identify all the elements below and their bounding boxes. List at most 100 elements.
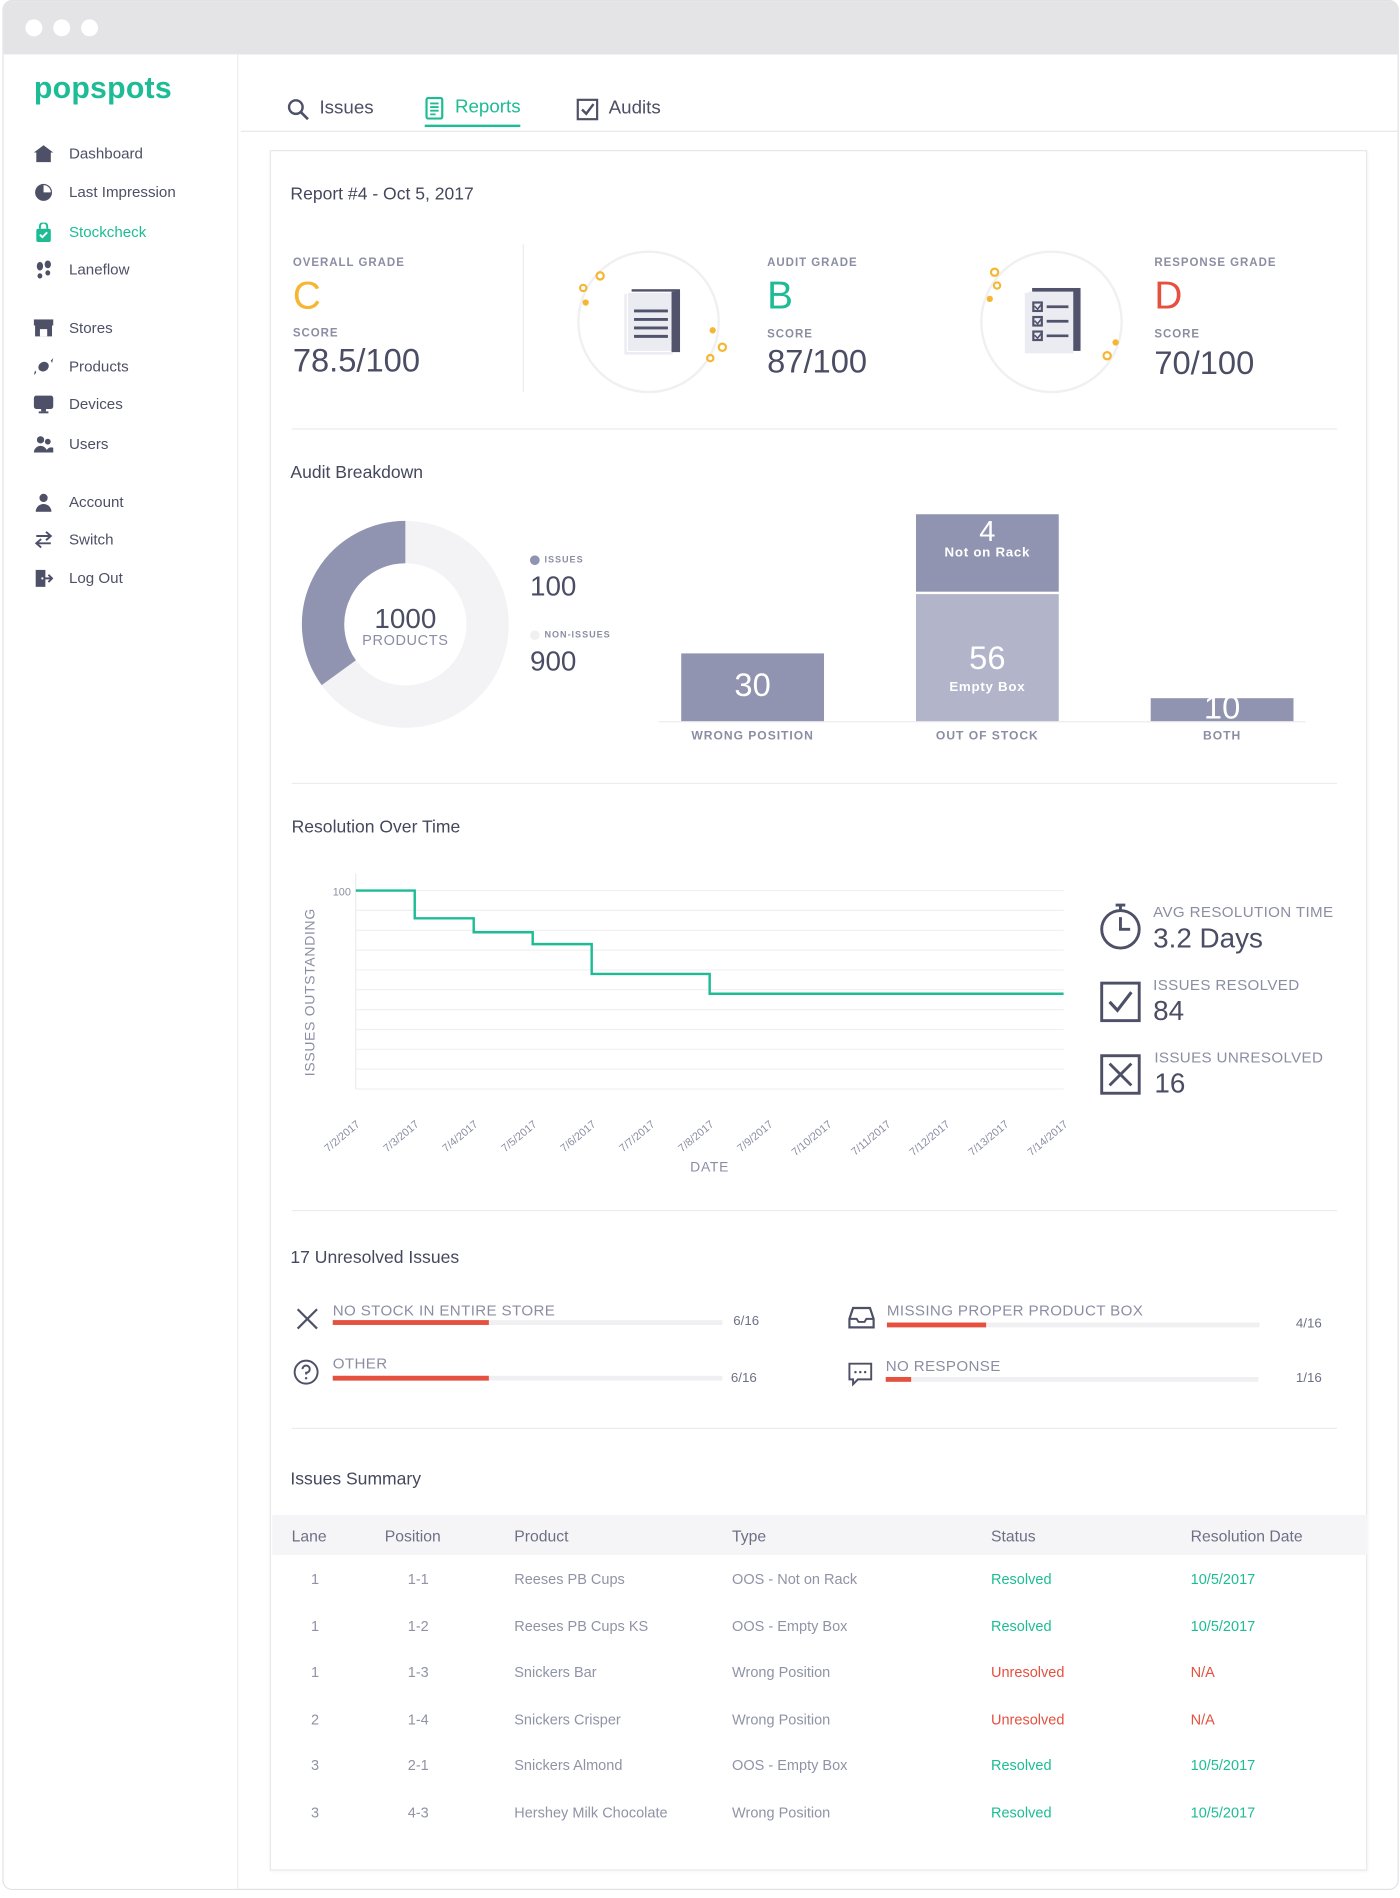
column-header-product[interactable]: Product	[514, 1527, 569, 1546]
table-cell: 10/5/2017	[1190, 1617, 1256, 1635]
sidebar-item-label: Log Out	[68, 569, 123, 587]
footsteps-icon	[31, 259, 55, 281]
sidebar-item-log-out[interactable]: Log Out	[31, 566, 123, 590]
sidebar-item-dashboard[interactable]: Dashboard	[31, 142, 143, 166]
column-header-lane[interactable]: Lane	[291, 1527, 327, 1546]
sidebar-item-label: Last Impression	[68, 183, 176, 201]
table-cell: 10/5/2017	[1190, 1804, 1256, 1822]
bar-value-label: 30	[734, 666, 771, 703]
x-tick-label: 7/4/2017	[440, 1118, 480, 1154]
tab-issues[interactable]: Issues	[287, 91, 374, 127]
x-tick-label: 7/9/2017	[735, 1118, 775, 1154]
audit-score: 87/100	[767, 343, 868, 380]
column-header-position[interactable]: Position	[384, 1527, 441, 1546]
table-cell: Snickers Bar	[514, 1663, 597, 1681]
pie-icon	[31, 182, 55, 204]
sidebar-item-last-impression[interactable]: Last Impression	[31, 180, 176, 204]
table-cell: 3	[310, 1757, 320, 1775]
report-icon	[425, 96, 444, 120]
table-cell: Hershey Milk Chocolate	[514, 1804, 668, 1822]
bar-wrong-position[interactable]: 30	[681, 652, 825, 722]
sidebar-item-products[interactable]: Products	[31, 355, 129, 379]
issues-legend-label: ISSUES	[544, 554, 584, 566]
audit-score-label: SCORE	[767, 327, 813, 342]
x-tick-label: 7/6/2017	[558, 1118, 598, 1154]
stopwatch-icon	[1100, 903, 1141, 950]
table-cell: 2-1	[407, 1757, 429, 1775]
table-cell: N/A	[1190, 1710, 1215, 1728]
column-header-status[interactable]: Status	[990, 1527, 1036, 1546]
sidebar-item-label: Devices	[68, 395, 123, 413]
table-cell: Wrong Position	[732, 1710, 831, 1728]
table-row[interactable]: 1 1-3 Snickers Bar Wrong Position Unresolved…	[272, 1648, 1367, 1694]
issue-label: NO RESPONSE	[885, 1357, 1001, 1375]
table-cell: 4-3	[407, 1804, 429, 1822]
sidebar-item-switch[interactable]: Switch	[31, 528, 114, 552]
column-header-resolution-date[interactable]: Resolution Date	[1190, 1527, 1303, 1546]
report-card: Report #4 - Oct 5, 2017 OVERALL GRADE C …	[269, 150, 1368, 1871]
response-score-label: SCORE	[1154, 327, 1201, 342]
issue-count: 6/16	[730, 1370, 757, 1386]
candy-icon	[31, 356, 55, 378]
tab-label: Issues	[319, 98, 374, 119]
table-cell: 3	[310, 1804, 320, 1822]
checkbox-icon	[576, 98, 599, 120]
table-cell: 1	[310, 1617, 320, 1635]
table-row[interactable]: 1 1-1 Reeses PB Cups OOS - Not on Rack Resol…	[272, 1555, 1367, 1601]
bar-stack-top[interactable]: 4 Not on Rack	[915, 514, 1059, 592]
table-cell: 1-3	[407, 1663, 429, 1681]
tab-label: Audits	[608, 98, 661, 119]
bar-value-label: 56	[969, 639, 1006, 677]
sidebar-item-stockcheck[interactable]: Stockcheck	[31, 220, 146, 244]
tab-audits[interactable]: Audits	[576, 91, 661, 127]
sidebar-item-account[interactable]: Account	[31, 490, 124, 514]
x-tick-label: 7/8/2017	[676, 1118, 716, 1154]
x-tick-label: 7/12/2017	[908, 1118, 953, 1158]
sidebar-item-devices[interactable]: Devices	[31, 392, 123, 416]
inbox-icon	[848, 1306, 875, 1329]
summary-table-header: Lane Position Product Type Status Resolu…	[272, 1514, 1368, 1555]
non-issues-count: 900	[529, 644, 577, 677]
table-row[interactable]: 3 2-1 Snickers Almond OOS - Empty Box Resolv…	[272, 1742, 1367, 1788]
search-icon	[287, 98, 309, 120]
table-cell: 1	[310, 1570, 320, 1588]
audit-breakdown-title: Audit Breakdown	[290, 463, 424, 483]
x-tick-label: 7/10/2017	[790, 1118, 835, 1158]
products-donut-chart	[301, 520, 509, 728]
window-close-dot[interactable]	[25, 19, 43, 37]
issue-count: 6/16	[733, 1314, 760, 1329]
tab-reports[interactable]: Reports	[424, 91, 521, 128]
issues-resolved-value: 84	[1153, 994, 1185, 1027]
issue-progress-fill	[886, 1322, 987, 1328]
issues-unresolved-label: ISSUES UNRESOLVED	[1154, 1049, 1324, 1067]
non-issues-legend-label: NON-ISSUES	[544, 629, 611, 641]
section-divider	[291, 1210, 1338, 1212]
home-icon	[31, 143, 55, 165]
sidebar-item-laneflow[interactable]: Laneflow	[31, 258, 130, 282]
audit-bar-chart: 30 WRONG POSITION 56 Empty Box 4 Not on Rack O…	[658, 508, 1311, 756]
window-maximize-dot[interactable]	[81, 19, 99, 37]
window-minimize-dot[interactable]	[53, 19, 71, 37]
overall-score-label: SCORE	[292, 326, 339, 341]
sidebar-item-label: Switch	[68, 531, 114, 549]
issues-resolved-label: ISSUES RESOLVED	[1153, 976, 1300, 994]
table-cell: Reeses PB Cups	[514, 1570, 625, 1588]
donut-total-label: PRODUCTS	[362, 631, 449, 649]
avg-resolution-value: 3.2 Days	[1153, 922, 1263, 954]
table-row[interactable]: 3 4-3 Hershey Milk Chocolate Wrong Position…	[272, 1788, 1367, 1834]
column-header-type[interactable]: Type	[732, 1527, 767, 1546]
y-tick-label: 100	[333, 886, 351, 898]
unresolved-title: 17 Unresolved Issues	[290, 1248, 460, 1269]
logo[interactable]: popspots	[33, 71, 172, 106]
table-row[interactable]: 2 1-4 Snickers Crisper Wrong Position Unreso…	[272, 1695, 1367, 1741]
table-row[interactable]: 1 1-2 Reeses PB Cups KS OOS - Empty Box Reso…	[272, 1602, 1367, 1648]
sidebar-item-users[interactable]: Users	[31, 432, 108, 456]
bar-out-of-stock[interactable]: 56 Empty Box	[915, 593, 1059, 722]
response-checklist-icon	[980, 250, 1123, 394]
x-icon	[296, 1308, 318, 1330]
table-cell: Wrong Position	[732, 1804, 831, 1822]
sidebar-item-stores[interactable]: Stores	[31, 316, 113, 340]
bar-stack-value-label: 4	[979, 515, 996, 549]
bar-both[interactable]: 10	[1150, 689, 1294, 726]
table-cell: Reeses PB Cups KS	[514, 1617, 649, 1635]
